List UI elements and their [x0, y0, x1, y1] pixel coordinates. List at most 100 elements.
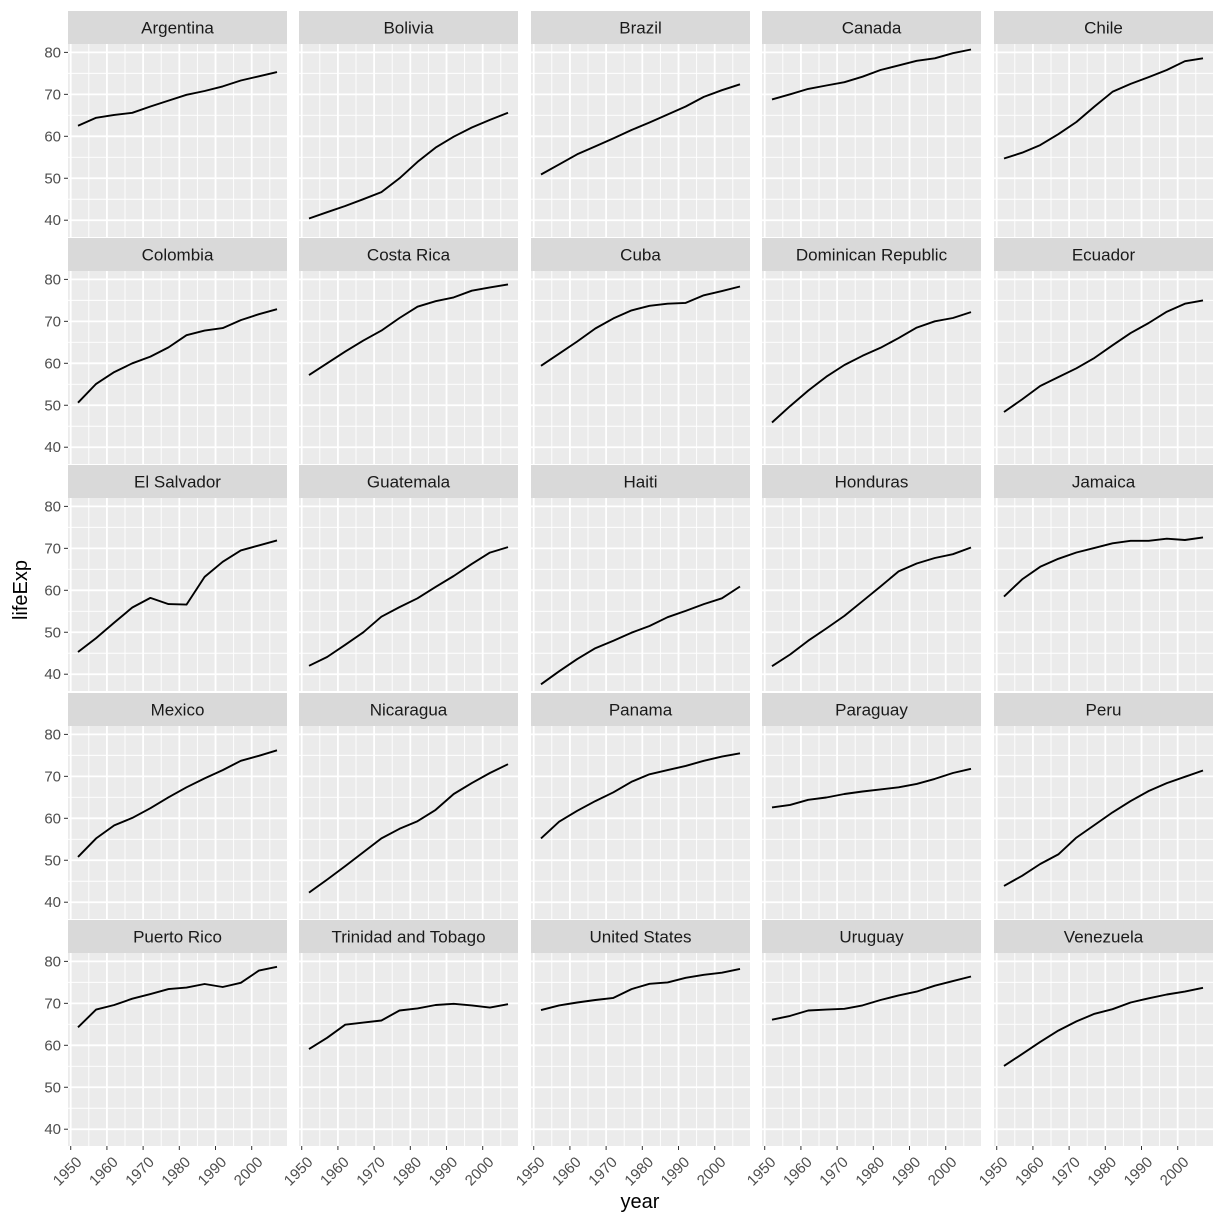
y-tick-label: 60: [44, 582, 61, 599]
y-tick-label: 40: [44, 666, 61, 683]
panel-background: [299, 726, 518, 919]
facet-panel: Bolivia: [299, 11, 518, 237]
facet-strip: [762, 693, 981, 726]
facet-strip-label: Brazil: [619, 19, 662, 38]
series-line: [771, 767, 972, 809]
panel-background: [299, 953, 518, 1146]
y-tick-label: 50: [44, 170, 61, 187]
panel-background: [68, 953, 287, 1146]
series-line: [1003, 536, 1204, 598]
series-line: [308, 1002, 509, 1050]
facet-panel: Honduras: [762, 465, 981, 691]
panel-background: [531, 44, 750, 237]
x-axis-title: year: [621, 1191, 660, 1213]
facet-strip: [68, 465, 287, 498]
series-line: [771, 48, 972, 101]
x-tick-label: 1960: [1012, 1154, 1048, 1190]
facet-strip: [68, 693, 287, 726]
x-tick-label: 1960: [549, 1154, 585, 1190]
facet-panel: Mexico: [68, 693, 287, 919]
y-tick-label: 50: [44, 852, 61, 869]
facet-strip-label: Trinidad and Tobago: [331, 928, 485, 947]
panel-background: [68, 44, 287, 237]
facet-strip-label: Guatemala: [367, 473, 451, 492]
facet-strip-label: Nicaragua: [370, 701, 448, 720]
series-line: [540, 285, 741, 367]
y-tick-label: 80: [44, 498, 61, 515]
facet-strip: [531, 238, 750, 271]
y-tick-label: 70: [44, 313, 61, 330]
facet-strip-label: Colombia: [142, 246, 214, 265]
facet-strip: [994, 238, 1213, 271]
panel-background: [299, 44, 518, 237]
series-line: [771, 546, 972, 667]
x-tick-label: 1970: [1048, 1154, 1084, 1190]
facet-strip: [531, 920, 750, 953]
facet-panel: Trinidad and Tobago: [299, 920, 518, 1146]
y-tick-label: 40: [44, 212, 61, 229]
facet-strip: [299, 465, 518, 498]
series-line: [77, 965, 278, 1028]
facet-panel: Costa Rica: [299, 238, 518, 464]
series-line: [540, 967, 741, 1012]
x-tick-label: 1990: [658, 1154, 694, 1190]
facet-panel: Cuba: [531, 238, 750, 464]
facet-strip: [994, 465, 1213, 498]
series-line: [540, 83, 741, 176]
facet-strip-label: Costa Rica: [367, 246, 451, 265]
panel-background: [531, 498, 750, 691]
facet-panel: Panama: [531, 693, 750, 919]
panel-background: [531, 271, 750, 464]
series-line: [771, 311, 972, 424]
series-line: [540, 752, 741, 840]
y-tick-label: 80: [44, 953, 61, 970]
x-tick-label: 2000: [694, 1154, 730, 1190]
panel-background: [994, 498, 1213, 691]
series-line: [77, 308, 278, 404]
facet-strip-label: Canada: [842, 19, 902, 38]
facet-strip: [994, 920, 1213, 953]
x-tick-label: 1950: [976, 1154, 1012, 1190]
y-tick-label: 50: [44, 624, 61, 641]
x-tick-label: 1950: [513, 1154, 549, 1190]
facet-strip-label: Haiti: [623, 473, 657, 492]
series-line: [308, 283, 509, 376]
facet-strip-label: Uruguay: [839, 928, 904, 947]
series-line: [540, 585, 741, 686]
facet-strip: [762, 465, 981, 498]
panel-background: [68, 498, 287, 691]
facet-panels: Argentina Bolivia Brazil Canada Chile Colombi…: [68, 11, 1213, 1146]
panel-background: [299, 271, 518, 464]
facet-panel: Paraguay: [762, 693, 981, 919]
facet-strip-label: Ecuador: [1072, 246, 1136, 265]
x-tick-label: 1980: [158, 1154, 194, 1190]
facet-strip-label: Chile: [1084, 19, 1123, 38]
facet-panel: Haiti: [531, 465, 750, 691]
x-tick-label: 1990: [426, 1154, 462, 1190]
panel-background: [299, 498, 518, 691]
facet-panel: Venezuela: [994, 920, 1213, 1146]
facet-panel: Uruguay: [762, 920, 981, 1146]
x-tick-label: 1990: [195, 1154, 231, 1190]
facet-strip-label: Argentina: [141, 19, 214, 38]
y-tick-label: 80: [44, 271, 61, 288]
y-tick-label: 70: [44, 540, 61, 557]
panel-background: [994, 271, 1213, 464]
series-line: [308, 546, 509, 667]
panel-background: [531, 953, 750, 1146]
facet-strip-label: Cuba: [620, 246, 661, 265]
facet-panel: Ecuador: [994, 238, 1213, 464]
facet-panel: Guatemala: [299, 465, 518, 691]
panel-background: [762, 271, 981, 464]
panel-background: [762, 953, 981, 1146]
facet-strip: [994, 693, 1213, 726]
facet-strip: [299, 11, 518, 44]
series-line: [308, 111, 509, 220]
x-tick-label: 1980: [852, 1154, 888, 1190]
y-tick-label: 40: [44, 439, 61, 456]
y-tick-label: 70: [44, 995, 61, 1012]
x-tick-label: 2000: [925, 1154, 961, 1190]
x-tick-label: 1990: [1121, 1154, 1157, 1190]
facet-strip-label: Paraguay: [835, 701, 908, 720]
y-tick-label: 70: [44, 86, 61, 103]
